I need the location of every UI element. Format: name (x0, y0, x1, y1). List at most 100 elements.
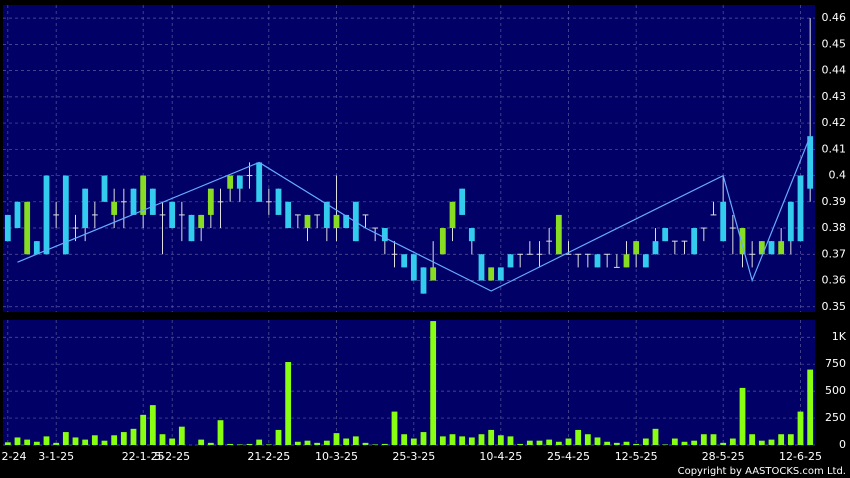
candle-body (729, 227, 736, 229)
volume-bar (159, 434, 166, 445)
candle-body (33, 241, 40, 255)
volume-bar (546, 439, 553, 445)
candle-body (797, 175, 804, 242)
volume-bar (372, 444, 379, 445)
volume-bar (53, 442, 60, 445)
candle-body (401, 254, 408, 268)
volume-bar (120, 432, 127, 445)
candle-body (246, 175, 253, 177)
candle-body (623, 254, 630, 268)
volume-bar (4, 442, 11, 445)
candle-body (256, 162, 263, 202)
volume-bar (391, 411, 398, 445)
volume-bar (169, 438, 176, 445)
candle-body (4, 214, 11, 242)
candle-body (188, 214, 195, 242)
x-tick-label: 25-3-25 (392, 450, 435, 463)
candle-body (739, 228, 746, 255)
x-tick-label: 3-1-25 (38, 450, 74, 463)
x-tick-label: 22-1-25 (122, 450, 165, 463)
volume-bar (768, 439, 775, 445)
volume-bar (758, 440, 765, 445)
volume-bar (343, 438, 350, 445)
volume-bar (207, 442, 214, 445)
candle-body (294, 214, 301, 216)
volume-bar (807, 369, 814, 445)
volume-bar (691, 440, 698, 445)
volume-bar (633, 443, 640, 445)
volume-bar (62, 432, 69, 445)
volume-bar (497, 435, 504, 445)
copyright: Copyright by AASTOCKS.com Ltd. (678, 466, 846, 477)
volume-bar (517, 443, 524, 445)
volume-bar (227, 443, 234, 445)
volume-bar (459, 436, 466, 445)
candle-body (478, 254, 485, 281)
candle-body (381, 228, 388, 242)
y-tick-label: 0.42 (822, 116, 847, 129)
candle-body (391, 253, 398, 255)
volume-bar (82, 439, 89, 445)
volume-bar (526, 440, 533, 445)
candle-body (488, 267, 495, 281)
volume-bar (198, 439, 205, 445)
candle-body (787, 201, 794, 242)
volume-panel (3, 320, 815, 445)
candle-body (343, 214, 350, 229)
volume-bar (778, 434, 785, 445)
volume-tick-label: 0 (839, 438, 846, 451)
price-panel (3, 5, 815, 312)
volume-bar (468, 437, 475, 445)
volume-bar (33, 441, 40, 445)
volume-bar (575, 429, 582, 445)
candle-body (53, 214, 60, 216)
candle-body (749, 253, 756, 255)
x-tick-label: 10-4-25 (479, 450, 522, 463)
x-tick-label: 12-5-25 (615, 450, 658, 463)
volume-bar (72, 437, 79, 445)
candle-body (314, 214, 321, 216)
candle-body (497, 267, 504, 281)
y-tick-label: 0.36 (822, 274, 847, 287)
volume-bar (130, 428, 137, 445)
volume-bar (323, 440, 330, 445)
candle-body (217, 201, 224, 203)
x-tick-label: 21-2-25 (247, 450, 290, 463)
y-tick-label: 0.45 (822, 37, 847, 50)
candle-body (372, 227, 379, 229)
candle-body (304, 214, 311, 229)
candle-body (536, 253, 543, 255)
volume-bar (594, 437, 601, 445)
volume-bar (642, 438, 649, 445)
candle-body (710, 214, 717, 216)
x-tick-label: 5-2-25 (154, 450, 190, 463)
volume-bar (217, 420, 224, 445)
volume-bar (681, 441, 688, 445)
y-tick-label: 0.38 (822, 221, 847, 234)
candle-body (420, 267, 427, 294)
candle-body (758, 241, 765, 255)
candle-body (111, 201, 118, 215)
volume-bar (275, 429, 282, 445)
volume-bar (787, 434, 794, 445)
candle-body (14, 201, 21, 229)
candle-body (517, 253, 524, 255)
volume-bar (178, 426, 185, 445)
volume-bar (749, 434, 756, 445)
candle-body (768, 241, 775, 255)
candle-body (410, 254, 417, 281)
volume-bar (507, 436, 514, 445)
y-tick-label: 0.37 (822, 247, 847, 260)
candle-body (178, 214, 185, 216)
candle-body (555, 214, 562, 255)
volume-bar (613, 442, 620, 445)
volume-bar (478, 434, 485, 445)
y-tick-label: 0.46 (822, 11, 847, 24)
candle-body (140, 175, 147, 215)
candle-body (507, 254, 514, 268)
volume-bar (149, 405, 156, 445)
candle-body (691, 228, 698, 255)
volume-bar (362, 442, 369, 445)
candle-body (439, 228, 446, 255)
candle-body (613, 266, 620, 268)
